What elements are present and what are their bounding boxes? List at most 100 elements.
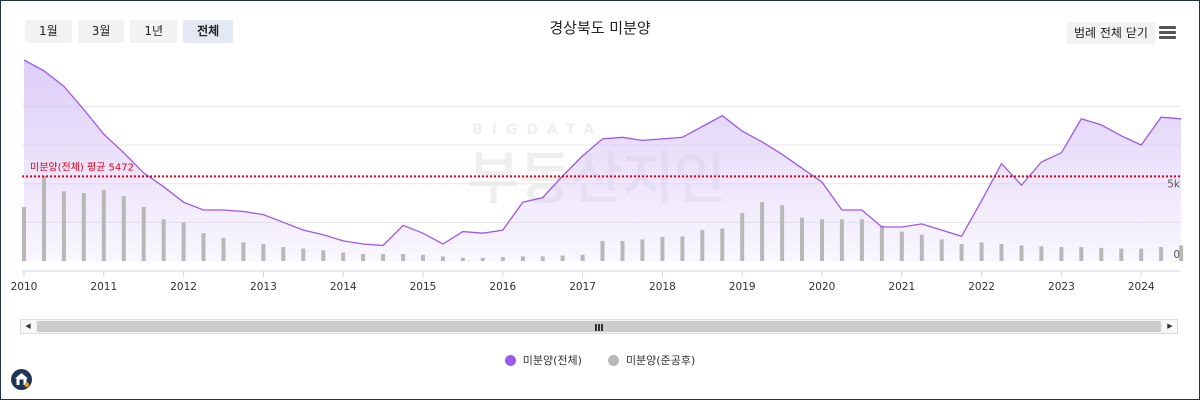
bar-completed (740, 213, 745, 261)
bar-completed (121, 196, 126, 261)
bar-completed (201, 233, 206, 261)
bar-completed (700, 230, 705, 261)
legend-item-completed[interactable]: 미분양(준공후) (607, 352, 696, 368)
chart-scrollbar[interactable]: ◀ ▶ (20, 319, 1178, 334)
range-button-all[interactable]: 전체 (183, 20, 234, 43)
x-tick-label: 2016 (489, 281, 516, 293)
bar-completed (500, 257, 505, 261)
y-tick-label: 0 (1173, 249, 1180, 261)
scroll-left-arrow-icon[interactable]: ◀ (21, 320, 35, 333)
bar-completed (181, 222, 186, 261)
bar-completed (999, 244, 1004, 261)
bar-completed (241, 242, 246, 261)
grip-icon (595, 324, 603, 331)
bar-completed (680, 236, 685, 261)
bar-completed (660, 237, 665, 261)
bar-completed (101, 189, 106, 261)
bar-completed (321, 250, 326, 261)
area-fill-total (24, 60, 1182, 261)
range-button-group: 1월 3월 1년 전체 (25, 20, 234, 43)
x-tick-label: 2022 (968, 281, 995, 293)
bar-completed (1039, 246, 1044, 261)
bar-completed (1139, 248, 1144, 261)
x-tick-label: 2019 (729, 281, 756, 293)
range-button-1-year[interactable]: 1년 (130, 20, 178, 43)
scroll-right-arrow-icon[interactable]: ▶ (1163, 320, 1177, 333)
bar-completed (879, 225, 884, 261)
x-tick-label: 2011 (90, 281, 117, 293)
x-tick-label: 2023 (1048, 281, 1075, 293)
bar-completed (919, 234, 924, 261)
bar-completed (640, 239, 645, 261)
x-tick-label: 2024 (1128, 281, 1155, 293)
bar-completed (620, 240, 625, 261)
x-tick-label: 2021 (888, 281, 915, 293)
bar-completed (939, 239, 944, 261)
x-tick-label: 2013 (250, 281, 277, 293)
legend-dot-icon (607, 354, 619, 366)
legend-toggle-button[interactable]: 범례 전체 닫기 (1067, 22, 1155, 44)
y-tick-label: 5k (1167, 179, 1181, 191)
bar-completed (780, 205, 785, 261)
bar-completed (800, 217, 804, 261)
x-tick-label: 2012 (170, 281, 197, 293)
bar-completed (540, 256, 545, 261)
bar-completed (42, 176, 46, 261)
range-button-3-months[interactable]: 3월 (77, 20, 125, 43)
bar-completed (839, 219, 844, 261)
bar-completed (1099, 247, 1104, 261)
bar-completed (341, 252, 346, 261)
bar-completed (221, 237, 226, 261)
x-tick-label: 2015 (410, 281, 437, 293)
bar-completed (720, 228, 725, 261)
bar-completed (1079, 247, 1084, 261)
bar-completed (301, 248, 306, 261)
hamburger-menu-icon[interactable] (1159, 26, 1176, 39)
bar-completed (820, 219, 824, 261)
bar-completed (859, 219, 864, 261)
bar-completed (959, 244, 964, 261)
bar-completed (421, 254, 425, 261)
line-total (23, 59, 1182, 247)
bar-completed (899, 231, 904, 261)
chart-legend: 미분양(전체) 미분양(준공후) (0, 352, 1200, 368)
bar-completed (440, 256, 445, 261)
bar-completed (361, 254, 366, 261)
bar-completed (580, 254, 585, 261)
bar-completed (979, 242, 984, 261)
bar-completed (600, 240, 605, 261)
legend-dot-icon (504, 354, 516, 366)
x-tick-label: 2010 (11, 281, 38, 293)
scroll-thumb[interactable] (37, 321, 1161, 332)
home-logo-icon[interactable] (11, 369, 32, 390)
x-tick-label: 2020 (809, 281, 836, 293)
bar-completed (480, 257, 485, 261)
chart-title: 경상북도 미분양 (549, 19, 651, 37)
average-line-label: 미분양(전체) 평균 5472 (30, 161, 134, 173)
bar-completed (261, 244, 266, 261)
bar-completed (81, 193, 86, 261)
bar-completed (520, 256, 525, 261)
bar-completed (1019, 245, 1024, 261)
bar-completed (560, 255, 565, 261)
bar-completed (161, 219, 166, 261)
bar-completed (760, 202, 765, 261)
bar-completed (401, 254, 406, 261)
bar-completed (1059, 247, 1064, 261)
bar-completed (381, 254, 386, 261)
legend-label: 미분양(전체) (522, 354, 582, 367)
range-button-1-month[interactable]: 1월 (25, 20, 72, 43)
bar-completed (141, 206, 146, 261)
x-tick-label: 2014 (330, 281, 357, 293)
bar-completed (1119, 248, 1124, 261)
x-tick-label: 2017 (569, 281, 596, 293)
bar-completed (22, 206, 26, 261)
legend-label: 미분양(준공후) (625, 354, 696, 367)
bar-completed (61, 191, 66, 261)
x-tick-label: 2018 (649, 281, 676, 293)
bar-completed (1179, 245, 1184, 261)
legend-item-total[interactable]: 미분양(전체) (504, 352, 582, 368)
bar-completed (281, 247, 286, 261)
chart-plot: 미분양(전체) 평균 5472 2010 2011 2012 2013 2014 2015 2… (11, 59, 1184, 293)
bar-completed (1159, 247, 1164, 261)
